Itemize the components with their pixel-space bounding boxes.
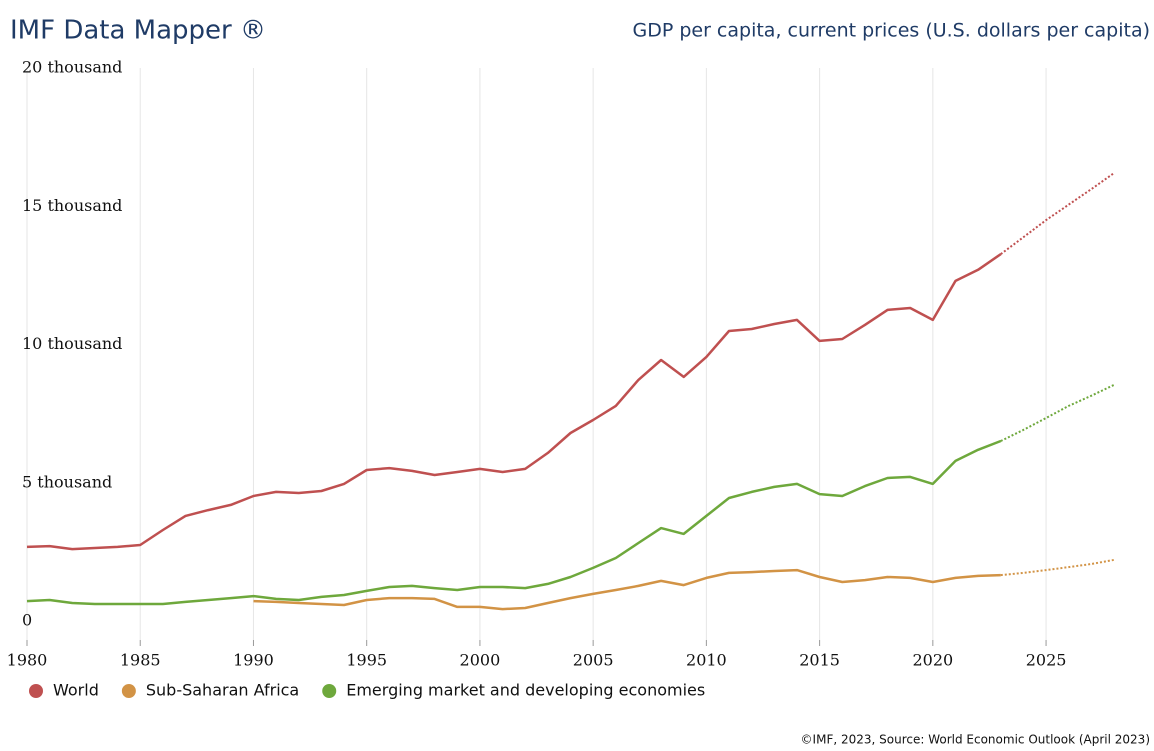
source-note: ©IMF, 2023, Source: World Economic Outlo… <box>801 733 1150 747</box>
legend-label: Sub-Saharan Africa <box>146 681 299 700</box>
x-tick-label: 2005 <box>573 651 614 670</box>
x-tick-label: 2010 <box>686 651 727 670</box>
x-tick-label: 1995 <box>346 651 387 670</box>
x-tick-label: 1990 <box>233 651 274 670</box>
y-tick-label: 15 thousand <box>22 196 122 215</box>
chart-title: IMF Data Mapper ® <box>10 16 266 46</box>
series-line <box>26 253 1002 551</box>
projection-line <box>1000 558 1115 577</box>
legend-swatch <box>322 684 337 698</box>
legend-label: World <box>53 681 99 700</box>
chart-subtitle: GDP per capita, current prices (U.S. dol… <box>632 20 1150 42</box>
x-tick-label: 2020 <box>912 651 953 670</box>
x-tick-label: 1985 <box>120 651 161 670</box>
x-tick-label: 2015 <box>799 651 840 670</box>
series-line <box>26 439 1002 606</box>
y-tick-label: 5 thousand <box>22 472 112 491</box>
x-tick-label: 2000 <box>460 651 501 670</box>
y-tick-label: 0 <box>22 611 32 630</box>
y-tick-label: 20 thousand <box>22 58 122 77</box>
x-tick-label: 2025 <box>1026 651 1067 670</box>
projection-line <box>1000 172 1115 255</box>
series-line <box>253 568 1001 611</box>
legend-swatch <box>29 684 43 698</box>
legend-swatch <box>121 684 136 698</box>
y-tick-label: 10 thousand <box>22 334 122 353</box>
x-tick-label: 1980 <box>7 651 48 670</box>
legend-label: Emerging market and developing economies <box>346 681 705 700</box>
projection-line <box>1000 383 1115 442</box>
